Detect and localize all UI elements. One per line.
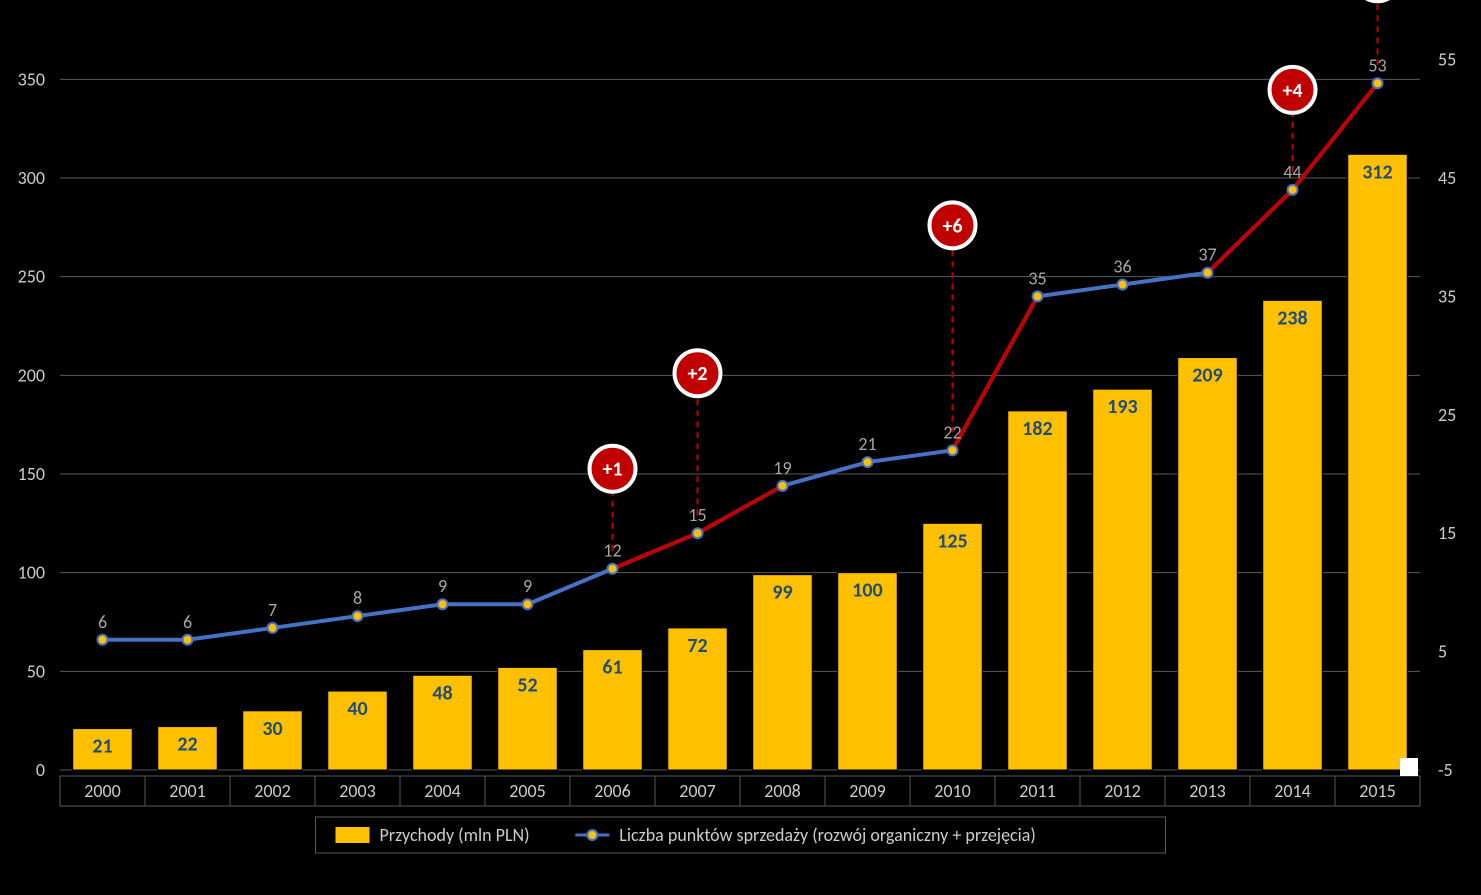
bar-value-label: 238 [1277,306,1307,330]
y-right-tick-label: 35 [1438,285,1456,307]
category-label: 2013 [1189,780,1226,802]
bar-value-label: 40 [347,697,367,721]
line-marker [1033,291,1043,301]
category-label: 2005 [509,780,546,802]
line-value-label: 37 [1198,244,1216,266]
line-marker [268,623,278,633]
revenue-chart: 0 50 100 150 200 250 300 350 -5 5 15 25 35 45 55 21 22 30… [0,0,1481,895]
line-value-label: 9 [523,575,532,597]
line-marker [98,635,108,645]
bar-value-label: 100 [852,579,882,603]
y-left-tick-label: 0 [36,759,45,781]
line-marker [438,599,448,609]
bar-value-label: 72 [687,634,707,658]
bar [1178,358,1238,770]
line-value-label: 8 [353,587,362,609]
line-value-label: 6 [183,611,192,633]
callout-text: +2 [687,362,707,386]
y-right-tick-label: 25 [1438,404,1456,426]
bar-value-label: 125 [937,529,967,553]
category-label: 2009 [849,780,886,802]
line-marker [693,528,703,538]
category-label: 2003 [339,780,376,802]
bar-value-label: 209 [1192,364,1222,388]
category-label: 2008 [764,780,801,802]
line-value-label: 6 [98,611,107,633]
line-marker [863,457,873,467]
legend-swatch-marker [587,830,597,840]
callout-text: +4 [1282,79,1302,103]
line-marker [523,599,533,609]
line-value-label: 21 [858,433,876,455]
corner-marker [1400,758,1418,776]
y-left-tick-label: 100 [18,562,45,584]
category-label: 2015 [1359,780,1396,802]
bar-value-label: 48 [432,681,452,705]
line-value-label: 19 [773,457,791,479]
line-value-label: 7 [268,599,277,621]
category-label: 2000 [84,780,121,802]
bar-value-label: 21 [92,735,112,759]
line-marker [1118,280,1128,290]
category-label: 2012 [1104,780,1141,802]
y-left-tick-label: 200 [18,364,45,386]
bar-value-label: 99 [772,581,792,605]
bar-value-label: 182 [1022,417,1052,441]
chart-stage: 0 50 100 150 200 250 300 350 -5 5 15 25 35 45 55 21 22 30… [0,0,1481,895]
line-marker [353,611,363,621]
category-label: 2014 [1274,780,1311,802]
bar-value-label: 30 [262,717,282,741]
bar-value-label: 22 [177,733,197,757]
category-label: 2006 [594,780,631,802]
legend-label: Liczba punktów sprzedaży (rozwój organic… [619,824,1036,846]
category-label: 2004 [424,780,461,802]
bar [1008,411,1068,770]
category-label: 2007 [679,780,716,802]
bar-value-label: 312 [1362,160,1392,184]
bar-value-label: 193 [1107,395,1137,419]
y-left-tick-label: 150 [18,463,45,485]
line-value-label: 9 [438,575,447,597]
bar [923,523,983,770]
line-marker [1288,185,1298,195]
legend-swatch-bar [336,827,370,843]
y-left-tick-label: 350 [18,68,45,90]
category-label: 2002 [254,780,291,802]
bar [1348,154,1408,770]
line-marker [183,635,193,645]
y-left-tick-label: 50 [27,660,45,682]
bar-value-label: 61 [602,656,622,680]
line-value-label: 35 [1028,267,1046,289]
legend-label: Przychody (mln PLN) [380,824,530,846]
line-value-label: 36 [1113,256,1131,278]
y-left-tick-label: 250 [18,266,45,288]
line-marker [778,481,788,491]
bar-value-label: 52 [517,673,537,697]
chart-bg [0,0,1481,895]
line-marker [1373,78,1383,88]
y-right-tick-label: -5 [1438,759,1453,781]
bar [1263,300,1323,770]
line-marker [608,564,618,574]
y-right-tick-label: 5 [1438,641,1447,663]
y-right-tick-label: 45 [1438,167,1456,189]
category-label: 2001 [169,780,206,802]
category-label: 2010 [934,780,971,802]
y-right-tick-label: 55 [1438,49,1456,71]
y-right-tick-label: 15 [1438,522,1456,544]
y-left-tick-label: 300 [18,167,45,189]
bar [1093,389,1153,770]
line-marker [948,445,958,455]
line-marker [1203,268,1213,278]
callout-text: +6 [942,214,962,238]
callout-text: +1 [602,458,622,482]
category-label: 2011 [1019,780,1056,802]
